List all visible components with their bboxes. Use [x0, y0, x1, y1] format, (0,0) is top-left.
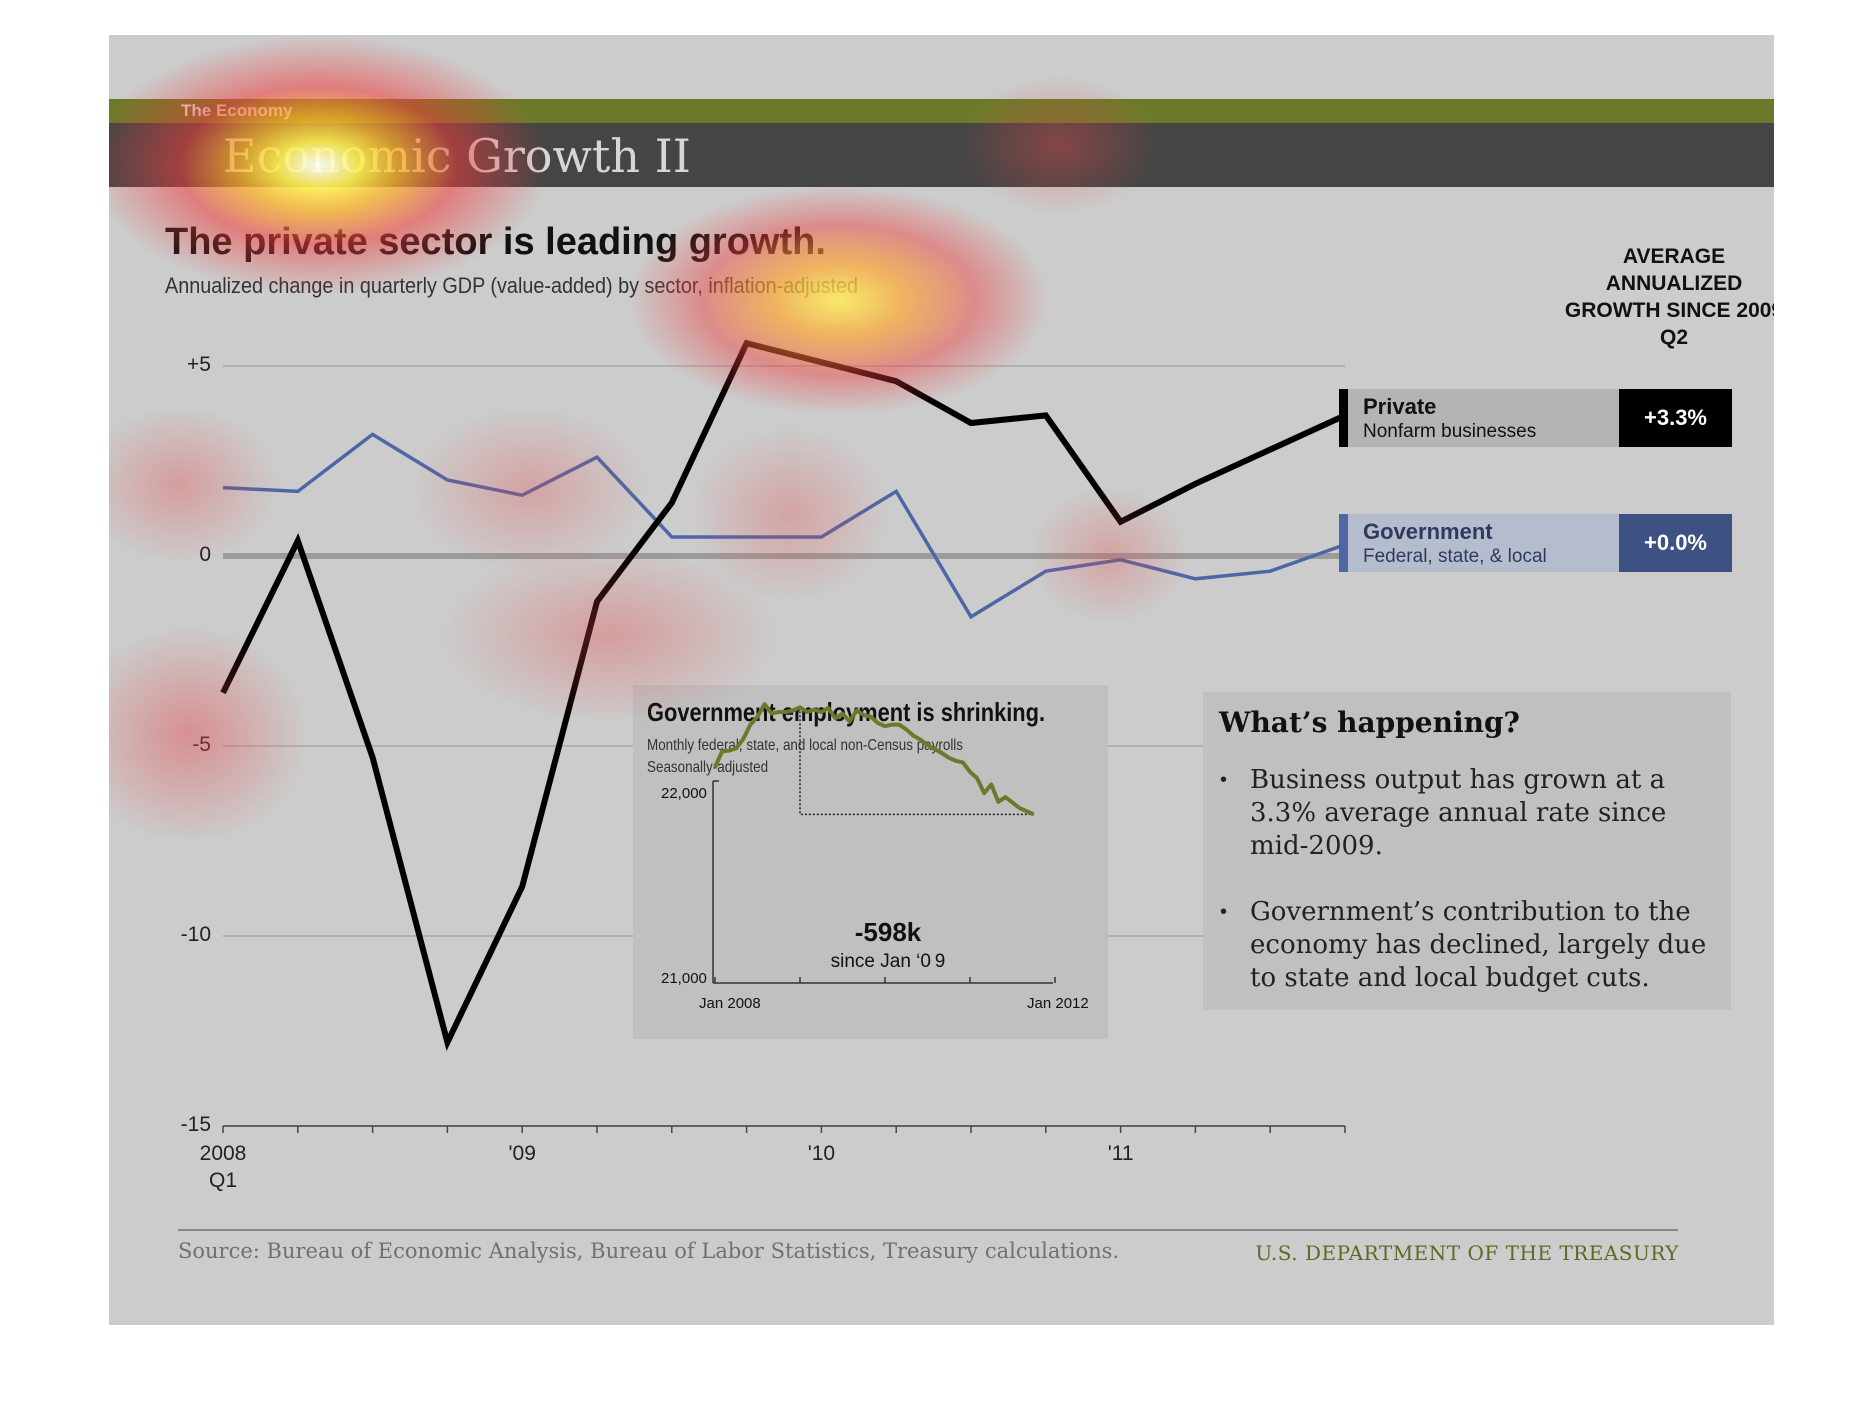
main-line-chart [220, 339, 1347, 1133]
inset-subtitle-line-2: Seasonally-adjusted [647, 759, 769, 776]
x-tick-label: 2008 Q1 [183, 1140, 263, 1194]
inset-line-chart [712, 702, 1056, 984]
inset-chart-panel: Government employment is shrinking. Mont… [633, 685, 1108, 1039]
inset-x-tick-left: Jan 2008 [699, 995, 761, 1012]
legend-government: Government Federal, state, & local +0.0% [1339, 514, 1732, 572]
y-tick-label: -15 [180, 1113, 211, 1136]
whats-happening-title: What’s happening? [1219, 706, 1520, 739]
y-tick-label: -5 [192, 733, 211, 756]
legend-private-label: Private Nonfarm businesses [1339, 389, 1619, 447]
x-tick-label: '09 [482, 1140, 562, 1167]
legend-government-label: Government Federal, state, & local [1339, 514, 1619, 572]
whats-happening-panel: What’s happening? Business output has gr… [1203, 692, 1731, 1010]
slide: The Economy Economic Growth II The priva… [109, 35, 1774, 1325]
legend-heading: AVERAGE ANNUALIZED GROWTH SINCE 2009 Q2 [1564, 245, 1774, 349]
inset-change-label: since Jan ‘0 9 [830, 951, 946, 972]
y-tick-label: +5 [187, 353, 211, 376]
legend-government-name: Government [1363, 519, 1493, 544]
inset-series-line [713, 702, 1035, 817]
x-tick-label: '11 [1081, 1140, 1161, 1167]
legend-government-swatch [1339, 514, 1348, 572]
x-tick-label-line: '11 [1107, 1142, 1134, 1165]
legend-private: Private Nonfarm businesses +3.3% [1339, 389, 1732, 447]
inset-y-tick-bottom: 21,000 [661, 970, 707, 987]
legend-government-desc: Federal, state, & local [1363, 546, 1547, 567]
source-note: Source: Bureau of Economic Analysis, Bur… [178, 1239, 1120, 1263]
y-tick-label: 0 [199, 543, 211, 566]
inset-x-tick-right: Jan 2012 [1027, 995, 1089, 1012]
legend-private-swatch [1339, 389, 1348, 447]
agency-logo-text: U.S. DEPARTMENT OF THE TREASURY [1255, 1241, 1679, 1265]
legend-private-desc: Nonfarm businesses [1363, 421, 1537, 442]
inset-change-value: -598k [854, 917, 922, 947]
list-item: Business output has grown at a 3.3% aver… [1220, 764, 1720, 863]
footer-divider [178, 1229, 1678, 1231]
list-item: Government’s contribution to the economy… [1220, 896, 1720, 995]
x-tick-label-line: 2008 [199, 1142, 247, 1165]
inset-title: Government employment is shrinking. [647, 697, 1046, 727]
series-line-government [222, 432, 1346, 620]
y-tick-label: -10 [180, 923, 211, 946]
x-tick-label-line: '10 [807, 1142, 836, 1165]
x-tick-label-line: Q1 [208, 1169, 237, 1192]
x-tick-label: '10 [781, 1140, 861, 1167]
legend-government-value: +0.0% [1619, 514, 1732, 572]
whats-happening-list: Business output has grown at a 3.3% aver… [1203, 764, 1720, 1028]
x-tick-label-line: '09 [508, 1142, 536, 1165]
legend-private-value: +3.3% [1619, 389, 1732, 447]
inset-y-tick-top: 22,000 [661, 785, 707, 802]
legend-private-name: Private [1363, 394, 1437, 419]
